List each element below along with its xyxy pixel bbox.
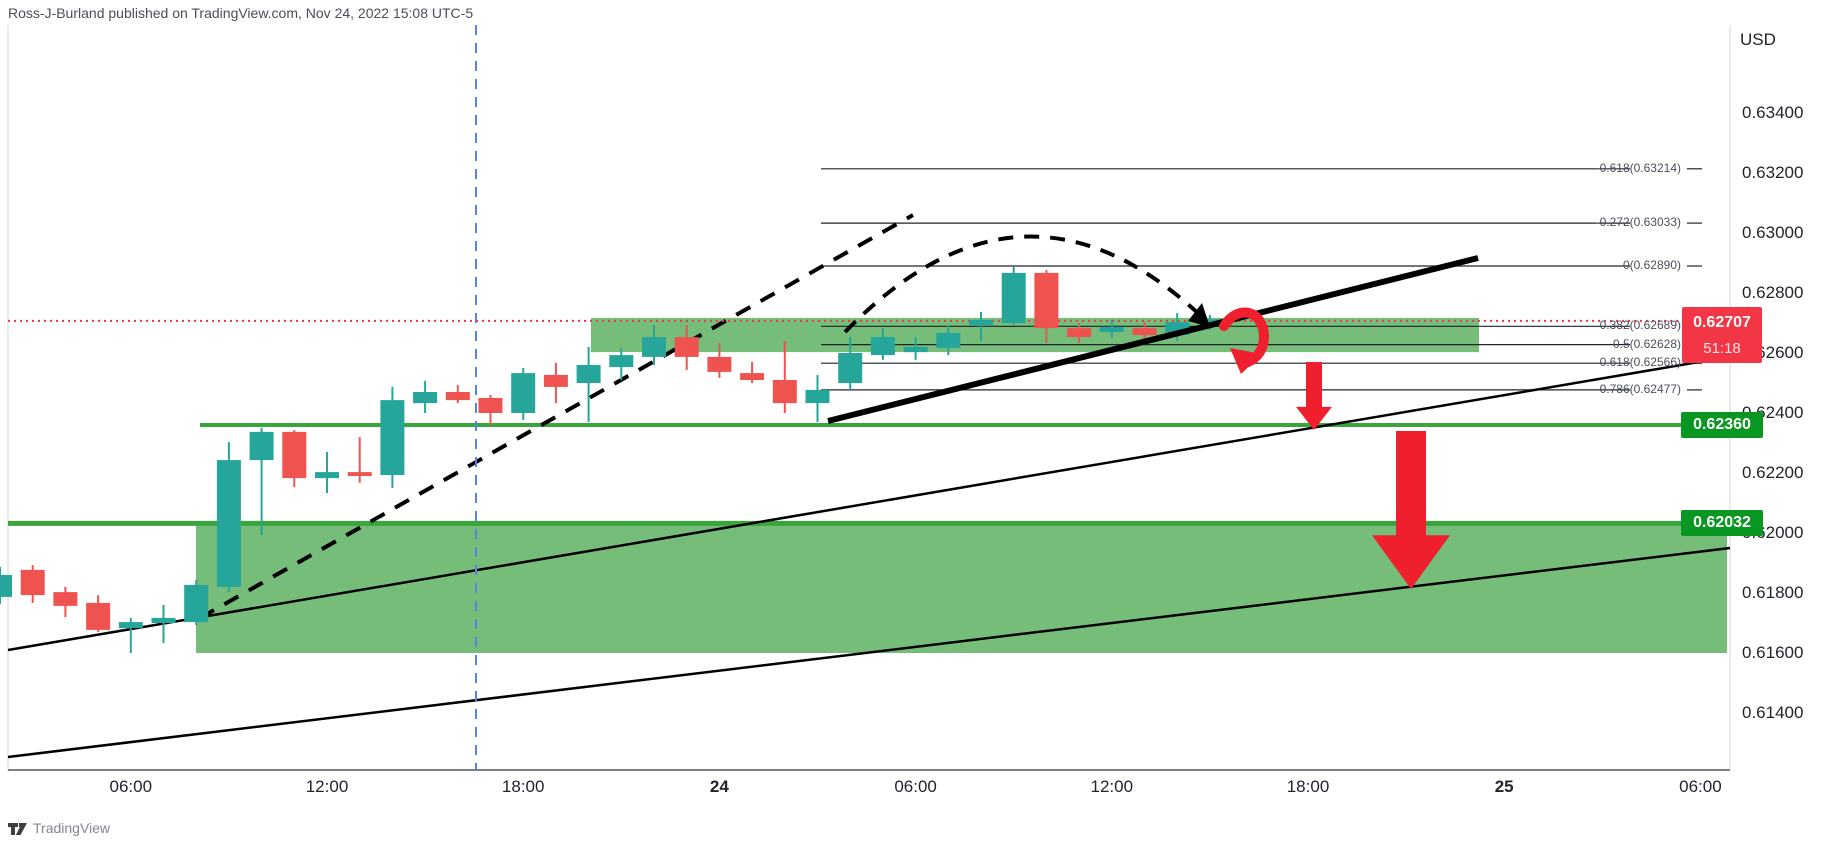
price-axis-label: 0.61800	[1742, 583, 1804, 602]
candle-body	[380, 400, 405, 476]
fib-level-label: 0.382(0.62689)	[1599, 318, 1681, 333]
candle-body	[772, 380, 797, 404]
price-axis-label: 0.63400	[1742, 103, 1804, 122]
fib-level-label: 0.618(0.62566)	[1599, 355, 1681, 370]
price-axis-label: 0.62800	[1742, 283, 1804, 302]
candle-body	[838, 353, 863, 383]
candle-body	[870, 337, 895, 356]
candle-body	[53, 592, 78, 606]
candle-body	[478, 398, 503, 413]
candle-body	[282, 431, 307, 479]
candle-body	[936, 332, 961, 348]
quote-currency-label: USD	[1740, 30, 1776, 49]
candle-body	[1034, 272, 1059, 329]
candle-body	[216, 460, 241, 587]
support-level-badge-upper: 0.62360	[1681, 412, 1763, 438]
demand-zone	[196, 525, 1727, 653]
candle-body	[1099, 326, 1124, 332]
thin-ascending-channel-lower	[7, 546, 1731, 759]
tradingview-logo-icon	[8, 822, 27, 835]
candle-body	[576, 365, 601, 383]
large-down-arrow-shaft	[1396, 431, 1426, 539]
medium-down-arrow-head	[1296, 406, 1332, 430]
candle-body	[903, 347, 928, 353]
thick-ascending-trendline	[827, 255, 1479, 424]
candle-body	[445, 392, 470, 401]
candle-body	[707, 356, 732, 372]
candle-body	[805, 389, 830, 404]
last-price-value: 0.62707	[1693, 313, 1751, 331]
price-axis-label: 0.63200	[1742, 163, 1804, 182]
candle-body	[249, 431, 274, 461]
candle-body	[20, 569, 45, 596]
candle-body	[1067, 328, 1092, 338]
fib-level-label: -0.618(0.63214)	[1595, 160, 1681, 175]
candle-body	[511, 373, 536, 413]
time-axis-label: 06:00	[109, 777, 153, 796]
price-axis-label: 0.62200	[1742, 463, 1804, 482]
price-axis-label: 0.63000	[1742, 223, 1804, 242]
candle-body	[184, 584, 209, 623]
time-axis-label: 18:00	[1286, 777, 1330, 796]
tradingview-logo-text: TradingView	[33, 820, 111, 836]
candle-body	[86, 602, 111, 630]
large-down-arrow-head	[1372, 535, 1450, 589]
candle-body	[0, 575, 12, 597]
dashed-dome-curve	[843, 234, 1202, 334]
candle-body	[969, 320, 993, 326]
candle-body	[151, 617, 176, 623]
time-axis-label: 25	[1494, 777, 1514, 796]
support-level-badge-lower: 0.62032	[1681, 510, 1763, 537]
curved-down-arrowhead	[1230, 348, 1262, 374]
price-axis-label: 0.61400	[1742, 703, 1804, 722]
time-axis-label: 06:00	[1679, 777, 1722, 796]
thin-ascending-channel-upper	[7, 355, 1729, 652]
candle-body	[642, 337, 666, 357]
time-axis-label: 24	[709, 777, 729, 796]
fib-level-label: 0.786(0.62477)	[1599, 381, 1681, 396]
candle-body	[674, 337, 699, 357]
candle-body	[1132, 328, 1157, 335]
candle-body	[1001, 272, 1026, 323]
dome-arrowhead	[1188, 303, 1210, 327]
candle-body	[118, 622, 143, 629]
fib-level-label: 0.5(0.62628)	[1612, 336, 1681, 351]
tradingview-footer-logo[interactable]: TradingView	[8, 820, 110, 836]
candle-body	[413, 392, 438, 404]
medium-down-arrow-shaft	[1306, 362, 1322, 409]
bar-countdown: 51:18	[1703, 339, 1741, 357]
candle-body	[609, 355, 634, 368]
time-axis-label: 06:00	[894, 777, 937, 796]
time-axis-label: 18:00	[501, 777, 545, 796]
candle-body	[740, 373, 765, 380]
candle-body	[315, 472, 339, 479]
candle-body	[347, 472, 372, 476]
last-price-badge: 0.62707 51:18	[1682, 306, 1762, 363]
time-axis-label: 12:00	[305, 777, 349, 796]
fib-level-label: 0(0.62890)	[1622, 258, 1681, 272]
fib-level-label: -0.272(0.63033)	[1595, 215, 1681, 230]
publish-attribution: Ross-J-Burland published on TradingView.…	[8, 5, 474, 21]
candle-body	[543, 374, 568, 387]
dashed-ascending-trendline	[199, 213, 914, 620]
time-axis-label: 12:00	[1090, 777, 1134, 796]
price-axis-label: 0.61600	[1742, 643, 1804, 662]
